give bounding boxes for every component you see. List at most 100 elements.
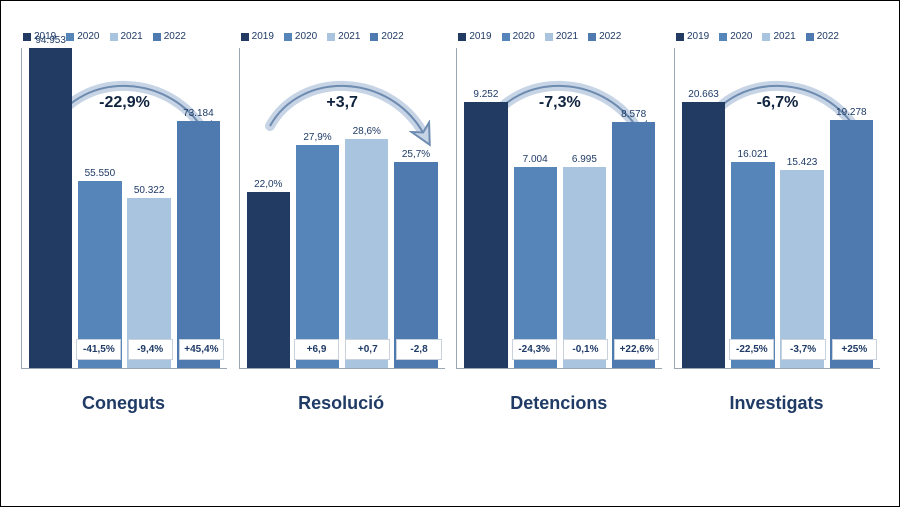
legend: 2019 2020 2021 2022	[456, 31, 661, 42]
legend-swatch	[327, 33, 335, 41]
legend-item: 2019	[241, 31, 274, 42]
legend-swatch	[284, 33, 292, 41]
legend-swatch	[370, 33, 378, 41]
bar-wrap: 6.995	[563, 48, 606, 368]
legend-item: 2022	[806, 31, 839, 42]
bar-value-label: 50.322	[123, 185, 175, 196]
legend-item: 2019	[676, 31, 709, 42]
legend-swatch	[502, 33, 510, 41]
bar-wrap: 15.423	[780, 48, 823, 368]
panels-row: 2019 2020 2021 2022 -22,9%94.95355.55050.322…	[1, 1, 899, 471]
legend-swatch	[458, 33, 466, 41]
bar	[464, 102, 507, 368]
legend-label: 2021	[773, 31, 795, 42]
bar-value-label: 9.252	[460, 89, 512, 100]
bar	[29, 48, 72, 368]
bar-value-label: 94.953	[25, 35, 77, 46]
bar	[731, 162, 774, 368]
chart-area: -7,3%9.2527.0046.9958.578-24,3%-0,1%+22,…	[456, 48, 662, 369]
legend-label: 2022	[381, 31, 403, 42]
bar-wrap: 19.278	[830, 48, 873, 368]
legend-label: 2021	[556, 31, 578, 42]
chart-panel: 2019 2020 2021 2022 +3,722,0%27,9%28,6%25,7%…	[239, 31, 444, 471]
legend-item: 2019	[458, 31, 491, 42]
bar-value-label: 22,0%	[242, 179, 294, 190]
legend-swatch	[719, 33, 727, 41]
legend-swatch	[806, 33, 814, 41]
bars-group: 20.66316.02115.42319.278	[679, 48, 876, 368]
bar	[394, 162, 437, 368]
chart-panel: 2019 2020 2021 2022 -7,3%9.2527.0046.9958.57…	[456, 31, 661, 471]
chart-panel: 2019 2020 2021 2022 -6,7%20.66316.02115.4231…	[674, 31, 879, 471]
bar	[345, 139, 388, 368]
bar-value-label: 19.278	[825, 107, 877, 118]
legend-swatch	[110, 33, 118, 41]
legend: 2019 2020 2021 2022	[239, 31, 444, 42]
bar-wrap: 20.663	[682, 48, 725, 368]
bar-wrap: 94.953	[29, 48, 72, 368]
legend-swatch	[762, 33, 770, 41]
bar-wrap: 22,0%	[247, 48, 290, 368]
chart-area: -22,9%94.95355.55050.32273.184-41,5%-9,4…	[21, 48, 227, 369]
legend-swatch	[241, 33, 249, 41]
legend-swatch	[153, 33, 161, 41]
bar-wrap: 28,6%	[345, 48, 388, 368]
legend: 2019 2020 2021 2022	[674, 31, 879, 42]
legend-item: 2020	[284, 31, 317, 42]
bar-value-label: 15.423	[776, 157, 828, 168]
bar-value-label: 27,9%	[292, 132, 344, 143]
bar-wrap: 25,7%	[394, 48, 437, 368]
legend-item: 2022	[588, 31, 621, 42]
bar-value-label: 7.004	[509, 154, 561, 165]
panel-title: Resolució	[239, 393, 444, 414]
bar-wrap: 27,9%	[296, 48, 339, 368]
legend-label: 2020	[77, 31, 99, 42]
bar	[177, 121, 220, 368]
bar-value-label: 6.995	[558, 154, 610, 165]
bar	[514, 167, 557, 368]
legend-label: 2022	[817, 31, 839, 42]
bar-wrap: 55.550	[78, 48, 121, 368]
panel-title: Detencions	[456, 393, 661, 414]
bar	[127, 198, 170, 368]
bars-group: 94.95355.55050.32273.184	[26, 48, 223, 368]
legend-label: 2022	[599, 31, 621, 42]
bars-group: 9.2527.0046.9958.578	[461, 48, 658, 368]
legend-label: 2020	[295, 31, 317, 42]
legend-label: 2021	[121, 31, 143, 42]
bar-value-label: 55.550	[74, 168, 126, 179]
panel-title: Coneguts	[21, 393, 226, 414]
legend-label: 2020	[730, 31, 752, 42]
chart-panel: 2019202020212022-22,9%94.95355.55050.322…	[21, 31, 226, 471]
bar	[780, 170, 823, 368]
chart-area: -6,7%20.66316.02115.42319.278-22,5%-3,7%…	[674, 48, 880, 369]
bar-value-label: 28,6%	[341, 126, 393, 137]
legend-label: 2021	[338, 31, 360, 42]
legend-item: 2022	[370, 31, 403, 42]
legend-label: 2019	[469, 31, 491, 42]
legend-swatch	[545, 33, 553, 41]
legend-item: 2021	[762, 31, 795, 42]
bar	[563, 167, 606, 368]
bar-wrap: 16.021	[731, 48, 774, 368]
bar	[296, 145, 339, 368]
bar-wrap: 7.004	[514, 48, 557, 368]
bar-wrap: 8.578	[612, 48, 655, 368]
legend-label: 2019	[687, 31, 709, 42]
bar	[682, 102, 725, 368]
chart-area: +3,722,0%27,9%28,6%25,7%+6,9+0,7-2,8	[239, 48, 445, 369]
bar	[612, 122, 655, 368]
legend-item: 2020	[502, 31, 535, 42]
panel-title: Investigats	[674, 393, 879, 414]
legend-item: 2021	[545, 31, 578, 42]
legend-item: 2020	[719, 31, 752, 42]
legend-item: 2021	[110, 31, 143, 42]
bar-value-label: 16.021	[727, 149, 779, 160]
legend-swatch	[588, 33, 596, 41]
bar-wrap: 50.322	[127, 48, 170, 368]
legend-item: 2021	[327, 31, 360, 42]
legend-swatch	[676, 33, 684, 41]
bar-wrap: 73.184	[177, 48, 220, 368]
bar-wrap: 9.252	[464, 48, 507, 368]
bar-value-label: 20.663	[678, 89, 730, 100]
